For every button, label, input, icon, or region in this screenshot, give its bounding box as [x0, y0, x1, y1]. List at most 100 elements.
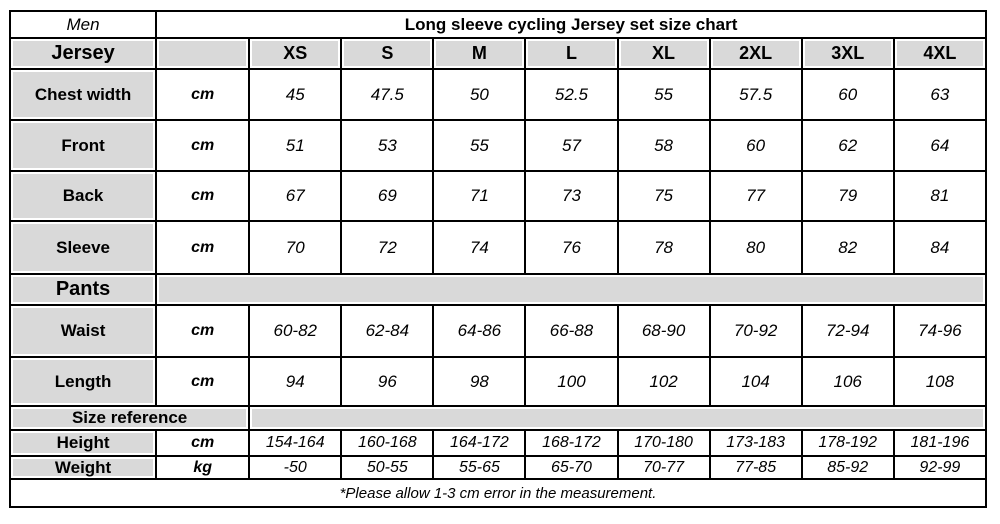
- table-row-chest-width: Chest width cm 45 47.5 50 52.5 55 57.5 6…: [8, 68, 988, 121]
- value-cell: 70-92: [708, 304, 803, 358]
- value-cell: 178-192: [800, 429, 895, 457]
- value-cell: 81: [892, 170, 988, 222]
- value-cell: 77: [708, 170, 803, 222]
- value-cell: 53: [340, 119, 435, 172]
- size-header-3xl: 3XL: [800, 37, 895, 70]
- value-cell: 69: [340, 170, 435, 222]
- value-cell: 60-82: [248, 304, 343, 358]
- value-cell: 78: [616, 220, 711, 275]
- value-cell: 50-55: [340, 455, 435, 480]
- row-label: Weight: [8, 455, 158, 480]
- pants-section-band: [155, 273, 987, 306]
- value-cell: 79: [800, 170, 895, 222]
- value-cell: 71: [432, 170, 527, 222]
- value-cell: 94: [248, 356, 343, 407]
- unit-label: cm: [155, 429, 251, 457]
- value-cell: 170-180: [616, 429, 711, 457]
- value-cell: 92-99: [892, 455, 988, 480]
- table-row-weight: Weight kg -50 50-55 55-65 65-70 70-77 77…: [8, 455, 988, 480]
- value-cell: 104: [708, 356, 803, 407]
- value-cell: 181-196: [892, 429, 988, 457]
- empty-unit-header-cell: [155, 37, 251, 70]
- row-label: Back: [8, 170, 158, 222]
- table-row-waist: Waist cm 60-82 62-84 64-86 66-88 68-90 7…: [8, 304, 988, 358]
- value-cell: 74: [432, 220, 527, 275]
- header-row: Men Long sleeve cycling Jersey set size …: [8, 10, 987, 39]
- row-label: Chest width: [8, 68, 158, 121]
- value-cell: 70-77: [616, 455, 711, 480]
- unit-label: cm: [155, 356, 251, 407]
- value-cell: 82: [800, 220, 895, 275]
- pants-section-label: Pants: [8, 273, 158, 306]
- gender-label: Men: [8, 10, 158, 39]
- value-cell: 55-65: [432, 455, 527, 480]
- value-cell: 74-96: [892, 304, 988, 358]
- value-cell: 106: [800, 356, 895, 407]
- value-cell: 64: [892, 119, 988, 172]
- value-cell: 73: [524, 170, 619, 222]
- jersey-size-header-row: Jersey XS S M L XL 2XL 3XL 4XL: [8, 37, 988, 70]
- unit-label: cm: [155, 170, 251, 222]
- size-header-l: L: [524, 37, 619, 70]
- value-cell: 72-94: [800, 304, 895, 358]
- value-cell: 168-172: [524, 429, 619, 457]
- value-cell: 60: [800, 68, 895, 121]
- value-cell: 67: [248, 170, 343, 222]
- value-cell: -50: [248, 455, 343, 480]
- size-header-m: M: [432, 37, 527, 70]
- value-cell: 85-92: [800, 455, 895, 480]
- row-label: Front: [8, 119, 158, 172]
- value-cell: 58: [616, 119, 711, 172]
- value-cell: 154-164: [248, 429, 343, 457]
- unit-label: kg: [155, 455, 251, 480]
- value-cell: 66-88: [524, 304, 619, 358]
- value-cell: 62: [800, 119, 895, 172]
- size-reference-label: Size reference: [8, 405, 251, 431]
- value-cell: 47.5: [340, 68, 435, 121]
- value-cell: 57.5: [708, 68, 803, 121]
- value-cell: 62-84: [340, 304, 435, 358]
- unit-label: cm: [155, 119, 251, 172]
- value-cell: 108: [892, 356, 988, 407]
- value-cell: 72: [340, 220, 435, 275]
- size-header-2xl: 2XL: [708, 37, 803, 70]
- size-chart-table: Men Long sleeve cycling Jersey set size …: [8, 10, 988, 508]
- value-cell: 75: [616, 170, 711, 222]
- value-cell: 50: [432, 68, 527, 121]
- size-header-xs: XS: [248, 37, 343, 70]
- value-cell: 51: [248, 119, 343, 172]
- value-cell: 173-183: [708, 429, 803, 457]
- value-cell: 55: [616, 68, 711, 121]
- value-cell: 68-90: [616, 304, 711, 358]
- value-cell: 77-85: [708, 455, 803, 480]
- value-cell: 100: [524, 356, 619, 407]
- row-label: Height: [8, 429, 158, 457]
- row-label: Length: [8, 356, 158, 407]
- value-cell: 102: [616, 356, 711, 407]
- value-cell: 65-70: [524, 455, 619, 480]
- value-cell: 45: [248, 68, 343, 121]
- value-cell: 64-86: [432, 304, 527, 358]
- chart-title: Long sleeve cycling Jersey set size char…: [155, 10, 987, 39]
- size-header-xl: XL: [616, 37, 711, 70]
- size-reference-band: [248, 405, 987, 431]
- value-cell: 80: [708, 220, 803, 275]
- value-cell: 84: [892, 220, 988, 275]
- table-row-front: Front cm 51 53 55 57 58 60 62 64: [8, 119, 988, 172]
- value-cell: 60: [708, 119, 803, 172]
- table-row-height: Height cm 154-164 160-168 164-172 168-17…: [8, 429, 988, 457]
- value-cell: 57: [524, 119, 619, 172]
- value-cell: 96: [340, 356, 435, 407]
- unit-label: cm: [155, 68, 251, 121]
- value-cell: 52.5: [524, 68, 619, 121]
- value-cell: 164-172: [432, 429, 527, 457]
- table-row-length: Length cm 94 96 98 100 102 104 106 108: [8, 356, 988, 407]
- jersey-section-label: Jersey: [8, 37, 158, 70]
- size-reference-row: Size reference: [8, 405, 987, 431]
- row-label: Waist: [8, 304, 158, 358]
- table-row-sleeve: Sleeve cm 70 72 74 76 78 80 82 84: [8, 220, 988, 275]
- value-cell: 70: [248, 220, 343, 275]
- footnote-text: *Please allow 1-3 cm error in the measur…: [9, 478, 987, 508]
- table-row-back: Back cm 67 69 71 73 75 77 79 81: [8, 170, 988, 222]
- size-header-s: S: [340, 37, 435, 70]
